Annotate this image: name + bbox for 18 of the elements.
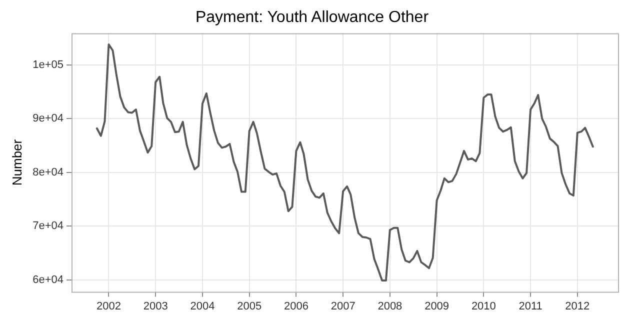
- chart-title: Payment: Youth Allowance Other: [195, 9, 430, 26]
- x-tick-label: 2003: [143, 300, 168, 312]
- y-axis-title: Number: [9, 138, 24, 186]
- x-tick-label: 2010: [471, 300, 496, 312]
- x-tick-label: 2006: [284, 300, 308, 312]
- x-tick-label: 2008: [378, 300, 402, 312]
- x-tick-label: 2005: [237, 300, 262, 312]
- y-tick-label: 1e+05: [32, 58, 64, 71]
- x-tick-label: 2004: [190, 300, 215, 312]
- x-tick-label: 2007: [330, 300, 356, 312]
- y-tick-label: 7e+04: [32, 220, 64, 232]
- y-tick-label: 8e+04: [32, 166, 64, 178]
- x-tick-label: 2002: [96, 300, 121, 312]
- y-tick-label: 9e+04: [32, 112, 64, 125]
- x-tick-label: 2009: [424, 300, 450, 312]
- x-tick-label: 2011: [518, 300, 542, 312]
- y-tick-label: 6e+04: [32, 274, 64, 286]
- x-tick-label: 2012: [565, 300, 590, 312]
